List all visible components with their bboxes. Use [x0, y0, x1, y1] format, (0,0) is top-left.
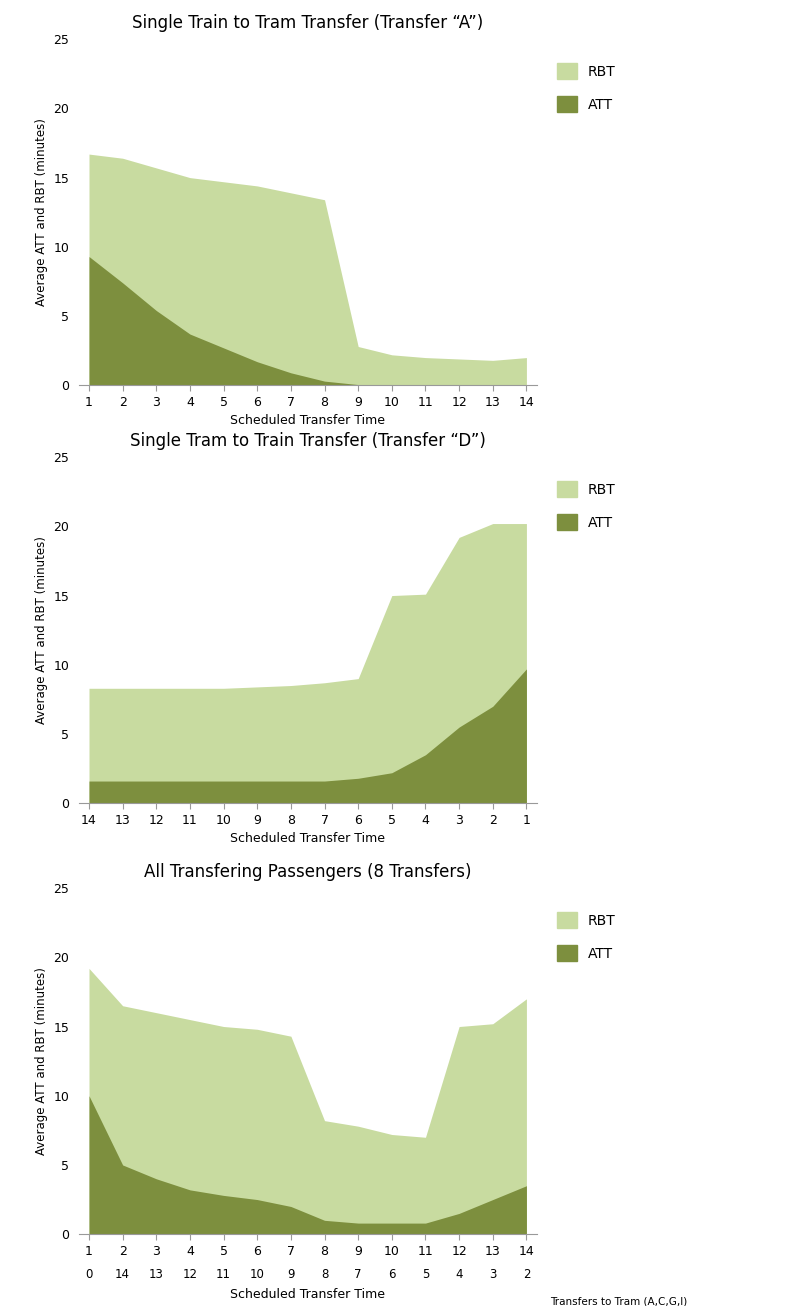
- Text: 3: 3: [489, 1268, 496, 1280]
- Title: Single Train to Tram Transfer (Transfer “A”): Single Train to Tram Transfer (Transfer …: [132, 14, 484, 33]
- Text: 0: 0: [85, 1268, 92, 1280]
- Title: Single Tram to Train Transfer (Transfer “D”): Single Tram to Train Transfer (Transfer …: [129, 432, 486, 451]
- Text: Transfers to Tram (A,C,G,I): Transfers to Tram (A,C,G,I): [550, 1297, 687, 1306]
- Text: 10: 10: [250, 1268, 264, 1280]
- Title: All Transfering Passengers (8 Transfers): All Transfering Passengers (8 Transfers): [144, 863, 472, 882]
- Text: 7: 7: [354, 1268, 362, 1280]
- Y-axis label: Average ATT and RBT (minutes): Average ATT and RBT (minutes): [35, 119, 48, 306]
- X-axis label: Scheduled Transfer Time: Scheduled Transfer Time: [230, 832, 385, 845]
- X-axis label: Scheduled Transfer Time: Scheduled Transfer Time: [230, 414, 385, 427]
- Legend: RBT, ATT: RBT, ATT: [557, 913, 615, 961]
- Text: 12: 12: [182, 1268, 197, 1280]
- Legend: RBT, ATT: RBT, ATT: [557, 482, 615, 530]
- Text: 5: 5: [422, 1268, 429, 1280]
- X-axis label: Scheduled Transfer Time: Scheduled Transfer Time: [230, 1288, 385, 1301]
- Text: 6: 6: [388, 1268, 395, 1280]
- Text: 4: 4: [455, 1268, 463, 1280]
- Text: 13: 13: [149, 1268, 164, 1280]
- Legend: RBT, ATT: RBT, ATT: [557, 64, 615, 112]
- Y-axis label: Average ATT and RBT (minutes): Average ATT and RBT (minutes): [35, 968, 48, 1155]
- Text: 14: 14: [115, 1268, 130, 1280]
- Text: 9: 9: [287, 1268, 294, 1280]
- Text: 2: 2: [522, 1268, 530, 1280]
- Text: 8: 8: [321, 1268, 328, 1280]
- Text: 11: 11: [216, 1268, 231, 1280]
- Y-axis label: Average ATT and RBT (minutes): Average ATT and RBT (minutes): [35, 537, 48, 724]
